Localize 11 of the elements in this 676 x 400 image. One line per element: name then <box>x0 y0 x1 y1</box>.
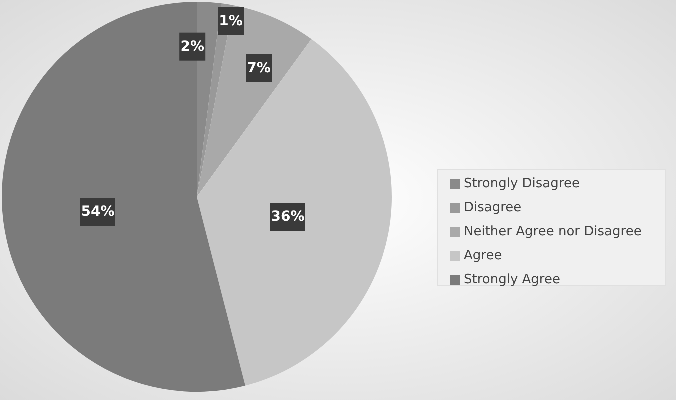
pie-slice <box>2 2 246 392</box>
data-label: 7% <box>247 60 271 76</box>
legend-label: Agree <box>464 248 502 264</box>
data-label: 1% <box>219 14 243 30</box>
data-label: 2% <box>180 38 204 55</box>
legend-label: Strongly Agree <box>464 272 560 288</box>
data-label: 54% <box>81 204 115 220</box>
legend-label: Strongly Disagree <box>464 176 580 192</box>
legend-label: Disagree <box>464 200 522 216</box>
data-label: 36% <box>271 209 305 225</box>
legend-label: Neither Agree nor Disagree <box>464 224 642 240</box>
